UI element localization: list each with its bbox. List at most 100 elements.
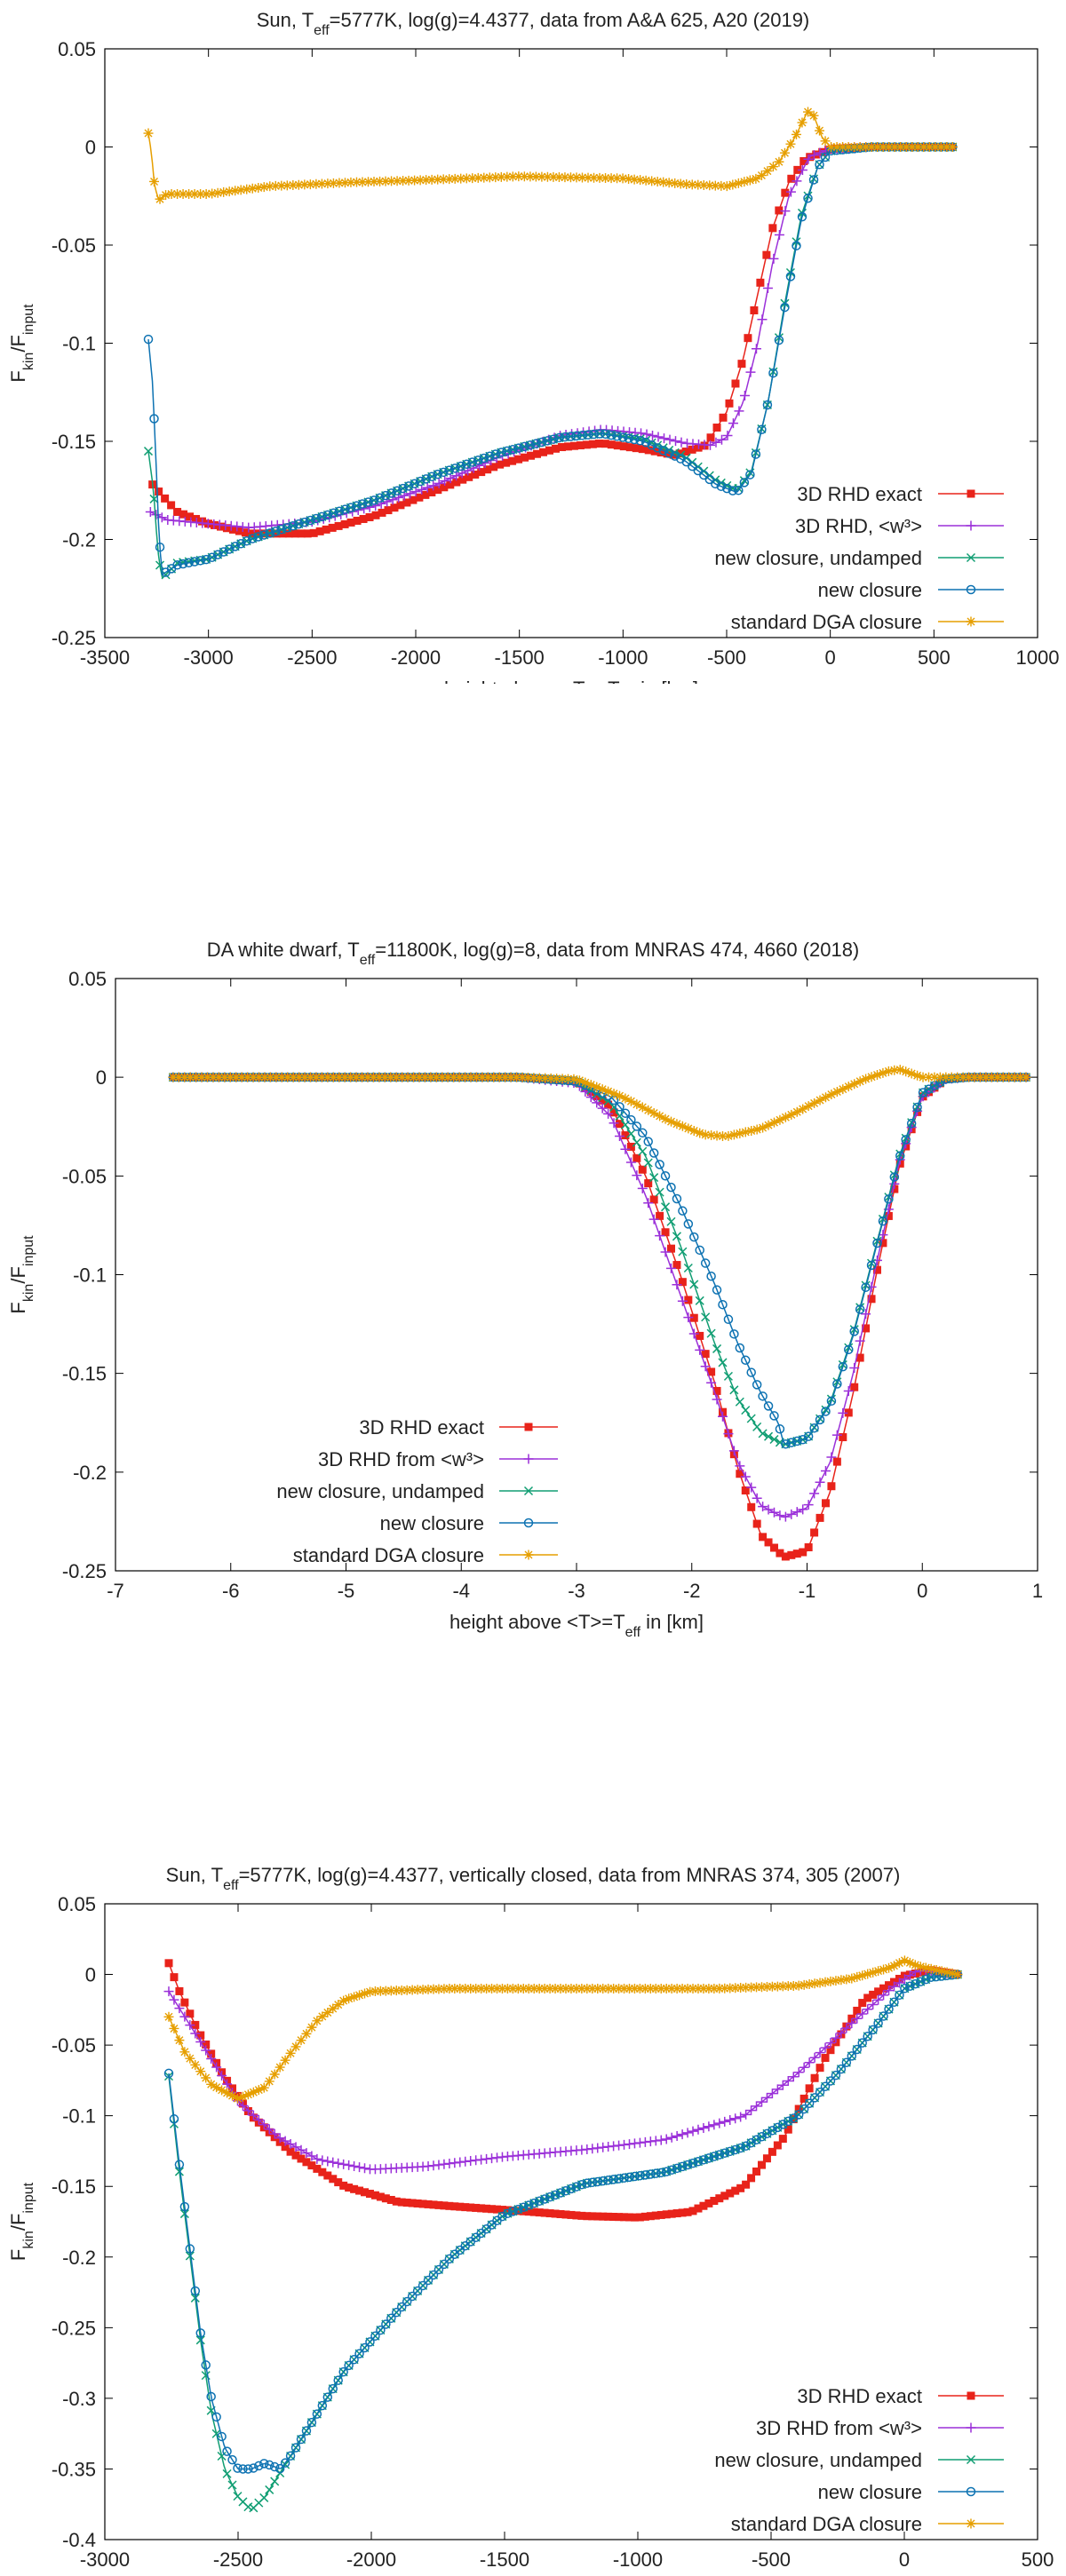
data-point-exact [477, 468, 486, 477]
data-point-dga [785, 139, 796, 149]
data-point-dga [375, 176, 386, 186]
data-point-exact [323, 2171, 332, 2180]
y-tick-label: -0.1 [62, 333, 96, 355]
data-point-exact [334, 2178, 343, 2187]
data-point-w3 [775, 1510, 785, 1521]
x-tick-label: 500 [1022, 2548, 1054, 2571]
data-point-dga [492, 1983, 503, 1993]
data-point-exact [179, 510, 188, 519]
legend-marker-w3 [966, 520, 976, 531]
data-point-dga [889, 142, 900, 152]
data-point-dga [557, 1074, 568, 1084]
data-point-closure [730, 2144, 740, 2155]
data-point-dga [643, 1105, 654, 1115]
data-point-dga [259, 182, 269, 193]
data-point-dga [597, 1084, 608, 1095]
data-point-exact [458, 475, 467, 484]
data-point-closure [603, 2176, 613, 2185]
data-point-exact [699, 2201, 708, 2210]
data-point-dga [431, 1072, 442, 1082]
data-point-closure [652, 443, 663, 453]
data-point-closure [728, 486, 738, 495]
data-point-closure [655, 1160, 664, 1169]
data-point-dga [672, 1119, 682, 1129]
data-point-exact [776, 1549, 784, 1557]
data-point-dga [512, 1072, 522, 1082]
data-point-closure [593, 2176, 602, 2187]
data-point-exact [750, 306, 759, 315]
data-point-dga [585, 1080, 596, 1090]
data-point-dga [791, 129, 801, 139]
data-point-w3 [660, 1247, 671, 1257]
data-point-dga [841, 1974, 852, 1985]
legend-marker-exact [524, 1423, 533, 1431]
data-point-closure [826, 1396, 837, 1407]
data-point-exact [681, 448, 690, 456]
data-point-dga [534, 1983, 545, 1993]
data-point-closure [746, 1367, 756, 1377]
data-point-exact [666, 1244, 675, 1253]
data-point-w3 [752, 2101, 762, 2112]
data-point-dga [479, 172, 489, 183]
data-point-w3 [797, 165, 807, 176]
data-point-dga [195, 2066, 206, 2077]
data-point-dga [884, 1962, 895, 1973]
data-point-closure [739, 478, 750, 487]
data-point-closure [774, 335, 784, 345]
data-point-exact [853, 2006, 862, 2015]
data-point-dga [788, 1980, 799, 1991]
data-point-exact [286, 2147, 295, 2156]
data-point-exact [397, 2198, 406, 2207]
data-point-exact [461, 2203, 470, 2212]
data-point-closure [762, 2128, 772, 2139]
data-point-w3 [772, 2084, 783, 2095]
data-point-exact [318, 2168, 327, 2176]
data-point-dga [274, 2062, 285, 2073]
data-point-w3 [861, 1309, 871, 1320]
data-point-dga [695, 1128, 705, 1138]
data-point-w3 [720, 2116, 730, 2127]
data-point-w3 [653, 432, 664, 442]
data-point-closure [640, 437, 651, 448]
data-point-w3 [655, 1231, 665, 1241]
data-point-closure [438, 467, 449, 478]
data-point-closure [658, 446, 668, 456]
y-tick-label: 0 [85, 1964, 96, 1986]
data-point-exact [712, 1386, 721, 1395]
data-point-dga [717, 1131, 728, 1142]
data-point-exact [689, 1313, 698, 1322]
data-point-w3 [745, 367, 756, 377]
data-point-dga [565, 172, 576, 183]
data-point-w3 [641, 429, 652, 440]
data-point-closure [612, 432, 622, 441]
data-point-dga [471, 1983, 481, 1993]
data-point-dga [349, 1992, 360, 2002]
data-point-closure [354, 2349, 364, 2358]
data-point-w3 [434, 478, 444, 488]
data-point-w3 [648, 1214, 659, 1225]
data-point-closure [803, 1431, 814, 1441]
data-point-w3 [243, 2105, 253, 2116]
data-point-w3 [761, 2092, 772, 2103]
data-point-closure [247, 534, 258, 543]
data-point-exact [345, 2184, 354, 2192]
data-point-exact [694, 2204, 703, 2213]
data-point-closure [508, 2207, 518, 2216]
data-point-dga [195, 189, 206, 200]
data-point-closure [916, 1977, 926, 1986]
data-point-undamped [758, 1429, 768, 1439]
data-point-exact [649, 1195, 658, 1204]
data-point-dga [843, 142, 854, 152]
data-point-closure [294, 519, 304, 529]
x-tick-label: -1000 [598, 646, 648, 669]
data-point-closure [758, 1391, 768, 1401]
data-point-exact [712, 424, 721, 432]
data-point-w3 [868, 1999, 879, 2009]
data-point-dga [265, 1072, 275, 1082]
series-line-closure [172, 1076, 1027, 1446]
data-point-closure [513, 443, 524, 453]
data-point-dga [820, 136, 831, 147]
data-point-dga [975, 1072, 985, 1082]
data-point-dga [756, 170, 767, 181]
data-point-closure [815, 2087, 825, 2097]
